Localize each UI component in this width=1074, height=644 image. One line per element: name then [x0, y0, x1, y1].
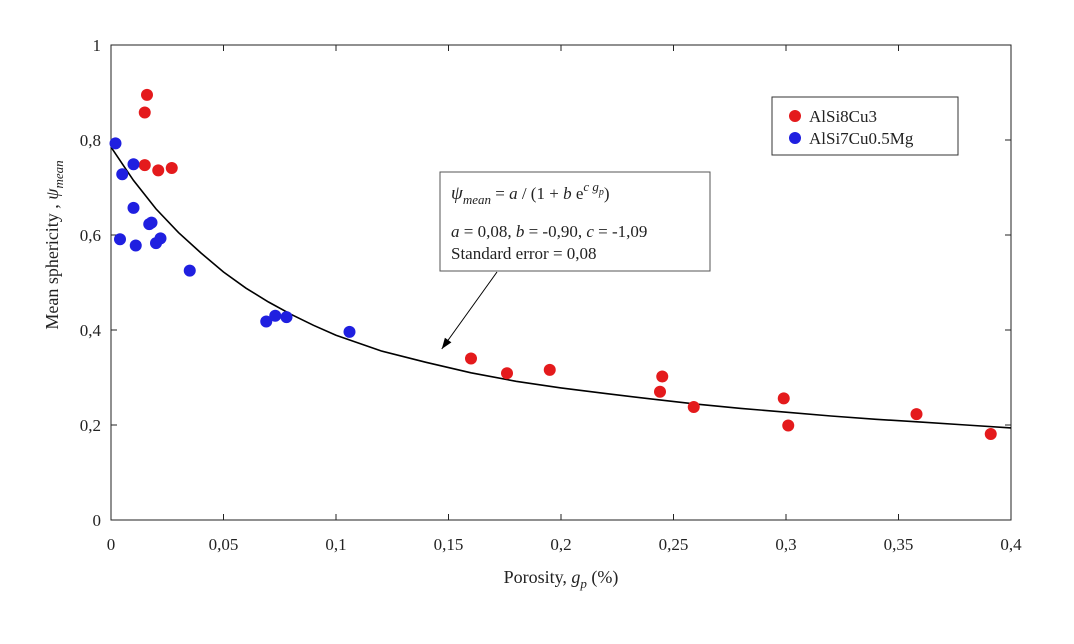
- data-point-0-7: [543, 363, 556, 376]
- data-point-0-2: [138, 159, 151, 172]
- data-point-0-13: [910, 408, 923, 421]
- x-tick-label: 0,2: [550, 535, 571, 554]
- data-point-0-4: [165, 162, 178, 175]
- axis-ticks: [110, 44, 1012, 521]
- data-point-0-11: [777, 392, 790, 405]
- y-tick-label: 0,4: [80, 321, 102, 340]
- x-tick-label: 0,1: [325, 535, 346, 554]
- fit-parameters: a = 0,08, b = -0,90, c = -1,09: [451, 222, 647, 241]
- data-point-1-14: [343, 325, 356, 338]
- y-axis-label: Mean sphericity , ψmean: [42, 160, 66, 329]
- data-point-0-14: [984, 428, 997, 441]
- data-point-1-2: [127, 158, 140, 171]
- data-point-1-10: [183, 264, 196, 277]
- x-tick-label: 0,3: [775, 535, 796, 554]
- data-point-1-9: [154, 232, 167, 245]
- annotation-arrow-head: [441, 337, 452, 349]
- x-tick-label: 0,4: [1000, 535, 1022, 554]
- x-axis-label: Porosity, gp (%): [504, 567, 619, 591]
- y-tick-label: 0,8: [80, 131, 101, 150]
- data-point-0-0: [141, 88, 153, 101]
- y-tick-label: 0,2: [80, 416, 101, 435]
- x-tick-label: 0,15: [434, 535, 464, 554]
- x-tick-label: 0,35: [884, 535, 914, 554]
- data-point-1-12: [269, 309, 282, 322]
- x-tick-label: 0,05: [209, 535, 239, 554]
- fit-curve: [110, 146, 1012, 429]
- data-point-1-0: [109, 137, 122, 150]
- data-point-0-9: [656, 370, 669, 383]
- legend-box: [771, 96, 959, 156]
- data-point-1-5: [129, 239, 142, 252]
- annotation-arrow-line: [441, 271, 498, 350]
- data-point-0-10: [687, 400, 700, 413]
- data-point-1-7: [145, 216, 158, 229]
- data-point-0-6: [501, 367, 513, 380]
- data-point-1-3: [127, 201, 140, 214]
- data-point-0-1: [138, 106, 151, 119]
- data-point-1-11: [260, 315, 273, 328]
- data-point-0-5: [465, 352, 477, 365]
- data-points: [109, 88, 997, 441]
- data-point-1-13: [280, 311, 293, 324]
- fit-formula: ψmean = a / (1 + b ec gp): [451, 179, 610, 207]
- data-point-1-1: [116, 168, 129, 181]
- data-point-0-3: [152, 164, 165, 177]
- data-point-1-4: [114, 233, 126, 246]
- data-point-0-8: [654, 385, 666, 398]
- fit-annotation: ψmean = a / (1 + b ec gp) a = 0,08, b = …: [439, 171, 711, 350]
- legend: AlSi8Cu3 AlSi7Cu0.5Mg: [771, 96, 959, 156]
- legend-label-alsi8cu3: AlSi8Cu3: [809, 107, 877, 126]
- x-tick-label: 0: [107, 535, 116, 554]
- annotation-box: [439, 171, 711, 272]
- y-tick-label: 0: [93, 511, 102, 530]
- legend-marker-alsi8cu3: [789, 110, 801, 122]
- y-tick-label: 1: [93, 36, 102, 55]
- axis-tick-labels: 0 0,05 0,1 0,15 0,2 0,25 0,3 0,35 0,4 0 0,2 0,4 0,6 0…: [80, 36, 1022, 554]
- x-tick-label: 0,25: [659, 535, 689, 554]
- data-point-0-12: [782, 419, 795, 432]
- fit-standard-error: Standard error = 0,08: [451, 244, 597, 263]
- legend-label-alsi7cu05mg: AlSi7Cu0.5Mg: [809, 129, 914, 148]
- legend-marker-alsi7cu05mg: [789, 132, 801, 144]
- y-tick-label: 0,6: [80, 226, 101, 245]
